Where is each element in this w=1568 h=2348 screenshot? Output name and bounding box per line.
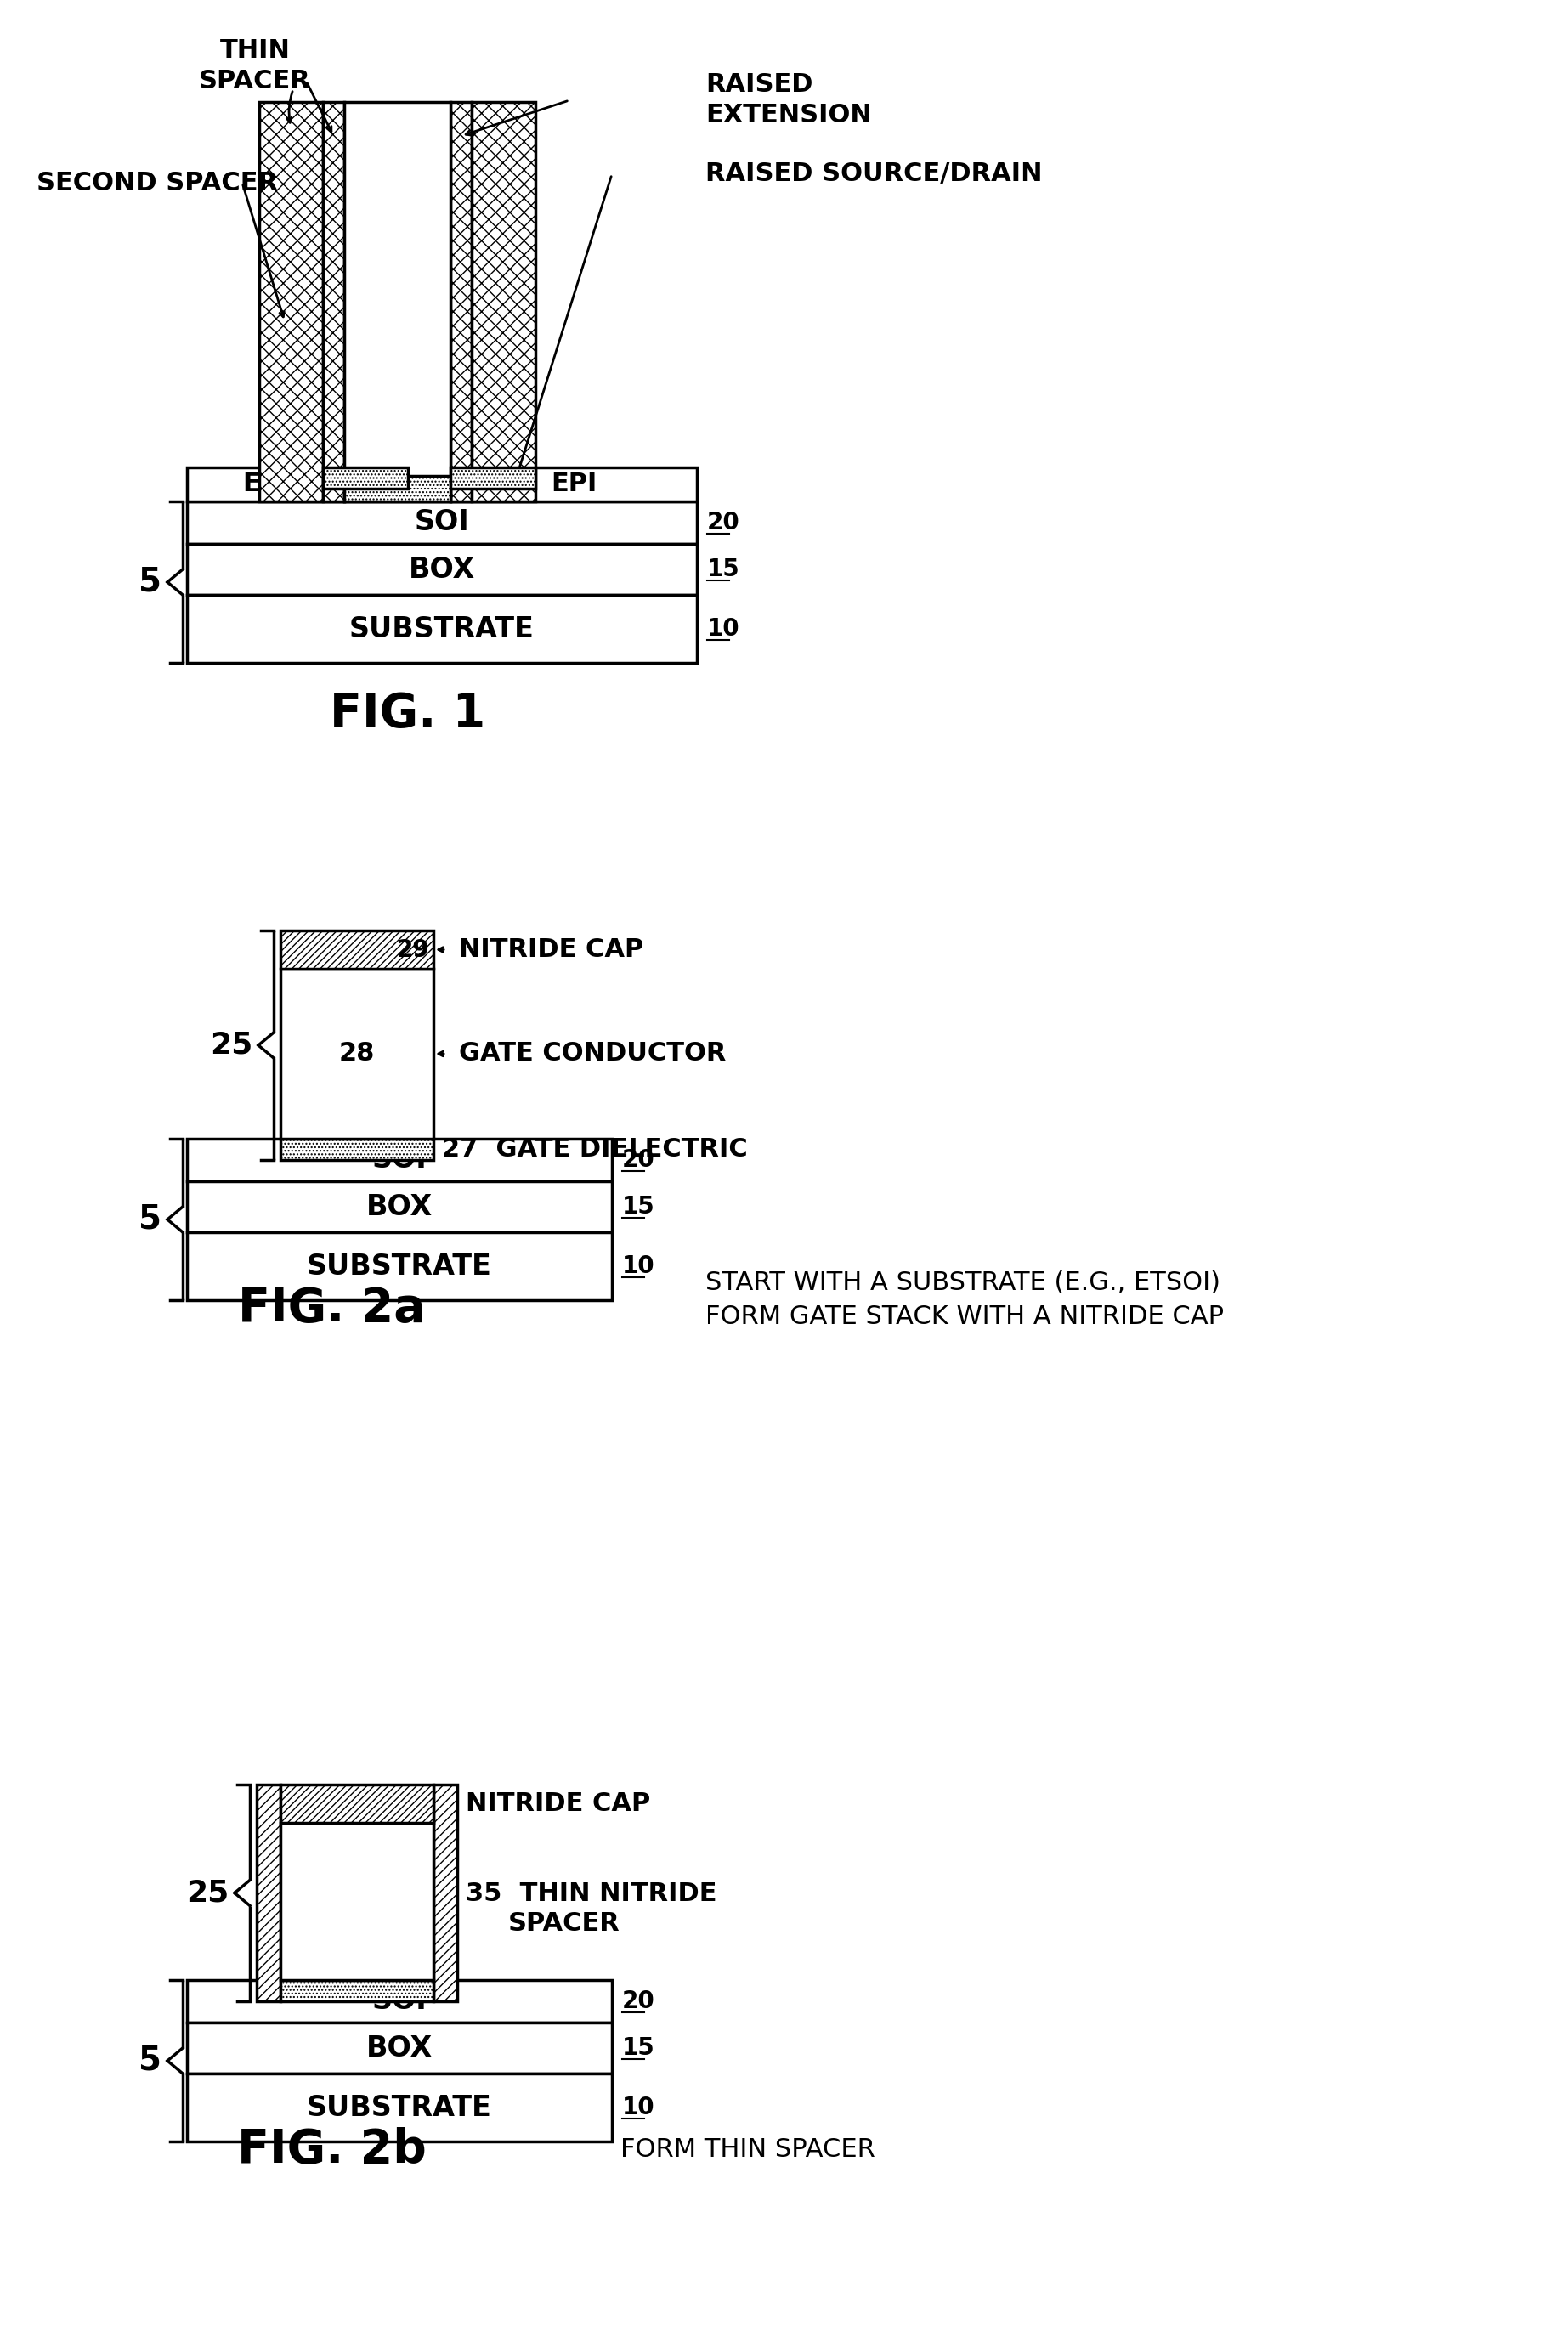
Text: 20: 20 <box>622 1148 655 1172</box>
Text: SUBSTRATE: SUBSTRATE <box>307 1251 492 1280</box>
Text: 25: 25 <box>187 1878 229 1907</box>
Text: FIG. 2a: FIG. 2a <box>238 1287 425 1331</box>
Text: NITRIDE CAP: NITRIDE CAP <box>459 937 643 963</box>
Text: SUBSTRATE: SUBSTRATE <box>307 2094 492 2123</box>
Bar <box>187 594 696 662</box>
Text: THIN: THIN <box>220 38 290 63</box>
Bar <box>187 545 696 594</box>
Bar <box>281 1784 433 1822</box>
Bar <box>281 1979 433 2000</box>
Text: 20: 20 <box>622 1989 655 2012</box>
Bar <box>450 467 696 502</box>
Bar <box>345 477 450 502</box>
Bar <box>281 1139 433 1160</box>
Text: FIG. 2b: FIG. 2b <box>237 2127 426 2172</box>
Text: FIG. 1: FIG. 1 <box>331 690 486 737</box>
Text: 27  GATE DIELECTRIC: 27 GATE DIELECTRIC <box>442 1136 748 1162</box>
Text: SOI: SOI <box>372 1146 426 1174</box>
Bar <box>257 1784 281 2000</box>
Bar <box>187 1139 612 1181</box>
Text: SECOND SPACER: SECOND SPACER <box>36 171 278 195</box>
Text: 5: 5 <box>138 1202 162 1235</box>
Text: 10: 10 <box>622 1254 655 1277</box>
Text: RAISED SOURCE/DRAIN: RAISED SOURCE/DRAIN <box>706 162 1043 185</box>
Bar <box>323 467 408 488</box>
Text: BOX: BOX <box>409 556 475 582</box>
Text: EXTENSION: EXTENSION <box>706 103 872 127</box>
Text: RAISED: RAISED <box>706 73 812 96</box>
Text: SPACER: SPACER <box>508 1911 621 1935</box>
Bar <box>281 930 433 970</box>
Bar <box>187 2022 612 2073</box>
Bar <box>187 2073 612 2141</box>
Text: 29: 29 <box>397 937 430 963</box>
Text: 15: 15 <box>707 556 740 582</box>
Text: BOX: BOX <box>367 2033 433 2062</box>
Text: 15: 15 <box>622 1195 655 1219</box>
Text: BOX: BOX <box>367 1193 433 1221</box>
Bar <box>450 467 535 488</box>
Bar <box>187 467 345 502</box>
Text: 20: 20 <box>707 512 740 535</box>
Text: START WITH A SUBSTRATE (E.G., ETSOI): START WITH A SUBSTRATE (E.G., ETSOI) <box>706 1270 1220 1296</box>
Text: SOI: SOI <box>414 510 469 538</box>
Bar <box>472 101 535 502</box>
Text: 5: 5 <box>138 2045 162 2078</box>
Bar <box>281 970 433 1139</box>
Bar <box>433 1784 458 2000</box>
Bar <box>187 1979 612 2022</box>
Text: 35  THIN NITRIDE: 35 THIN NITRIDE <box>466 1881 717 1907</box>
Text: EPI: EPI <box>550 472 597 498</box>
Text: GATE CONDUCTOR: GATE CONDUCTOR <box>459 1043 726 1066</box>
Text: FORM GATE STACK WITH A NITRIDE CAP: FORM GATE STACK WITH A NITRIDE CAP <box>706 1305 1223 1329</box>
Bar <box>187 502 696 545</box>
Text: SUBSTRATE: SUBSTRATE <box>350 615 535 643</box>
Text: GATE: GATE <box>353 286 442 317</box>
Text: NITRIDE CAP: NITRIDE CAP <box>466 1792 651 1815</box>
Text: 28: 28 <box>339 1043 375 1066</box>
Text: 5: 5 <box>138 566 162 599</box>
Bar <box>187 1181 612 1233</box>
Bar <box>323 101 345 502</box>
Text: 10: 10 <box>622 2097 655 2120</box>
Bar <box>259 101 323 502</box>
Text: SOI: SOI <box>372 1986 426 2015</box>
Bar <box>345 101 450 502</box>
Text: EPI: EPI <box>243 472 289 498</box>
Text: 15: 15 <box>622 2036 655 2059</box>
Text: SPACER: SPACER <box>199 68 310 94</box>
Text: 25: 25 <box>210 1031 252 1059</box>
Text: FORM THIN SPACER: FORM THIN SPACER <box>621 2137 875 2163</box>
Bar <box>281 1822 433 1979</box>
Bar <box>450 101 472 502</box>
Text: 10: 10 <box>707 618 740 641</box>
Bar <box>187 1233 612 1301</box>
Text: GATE: GATE <box>312 1888 401 1916</box>
